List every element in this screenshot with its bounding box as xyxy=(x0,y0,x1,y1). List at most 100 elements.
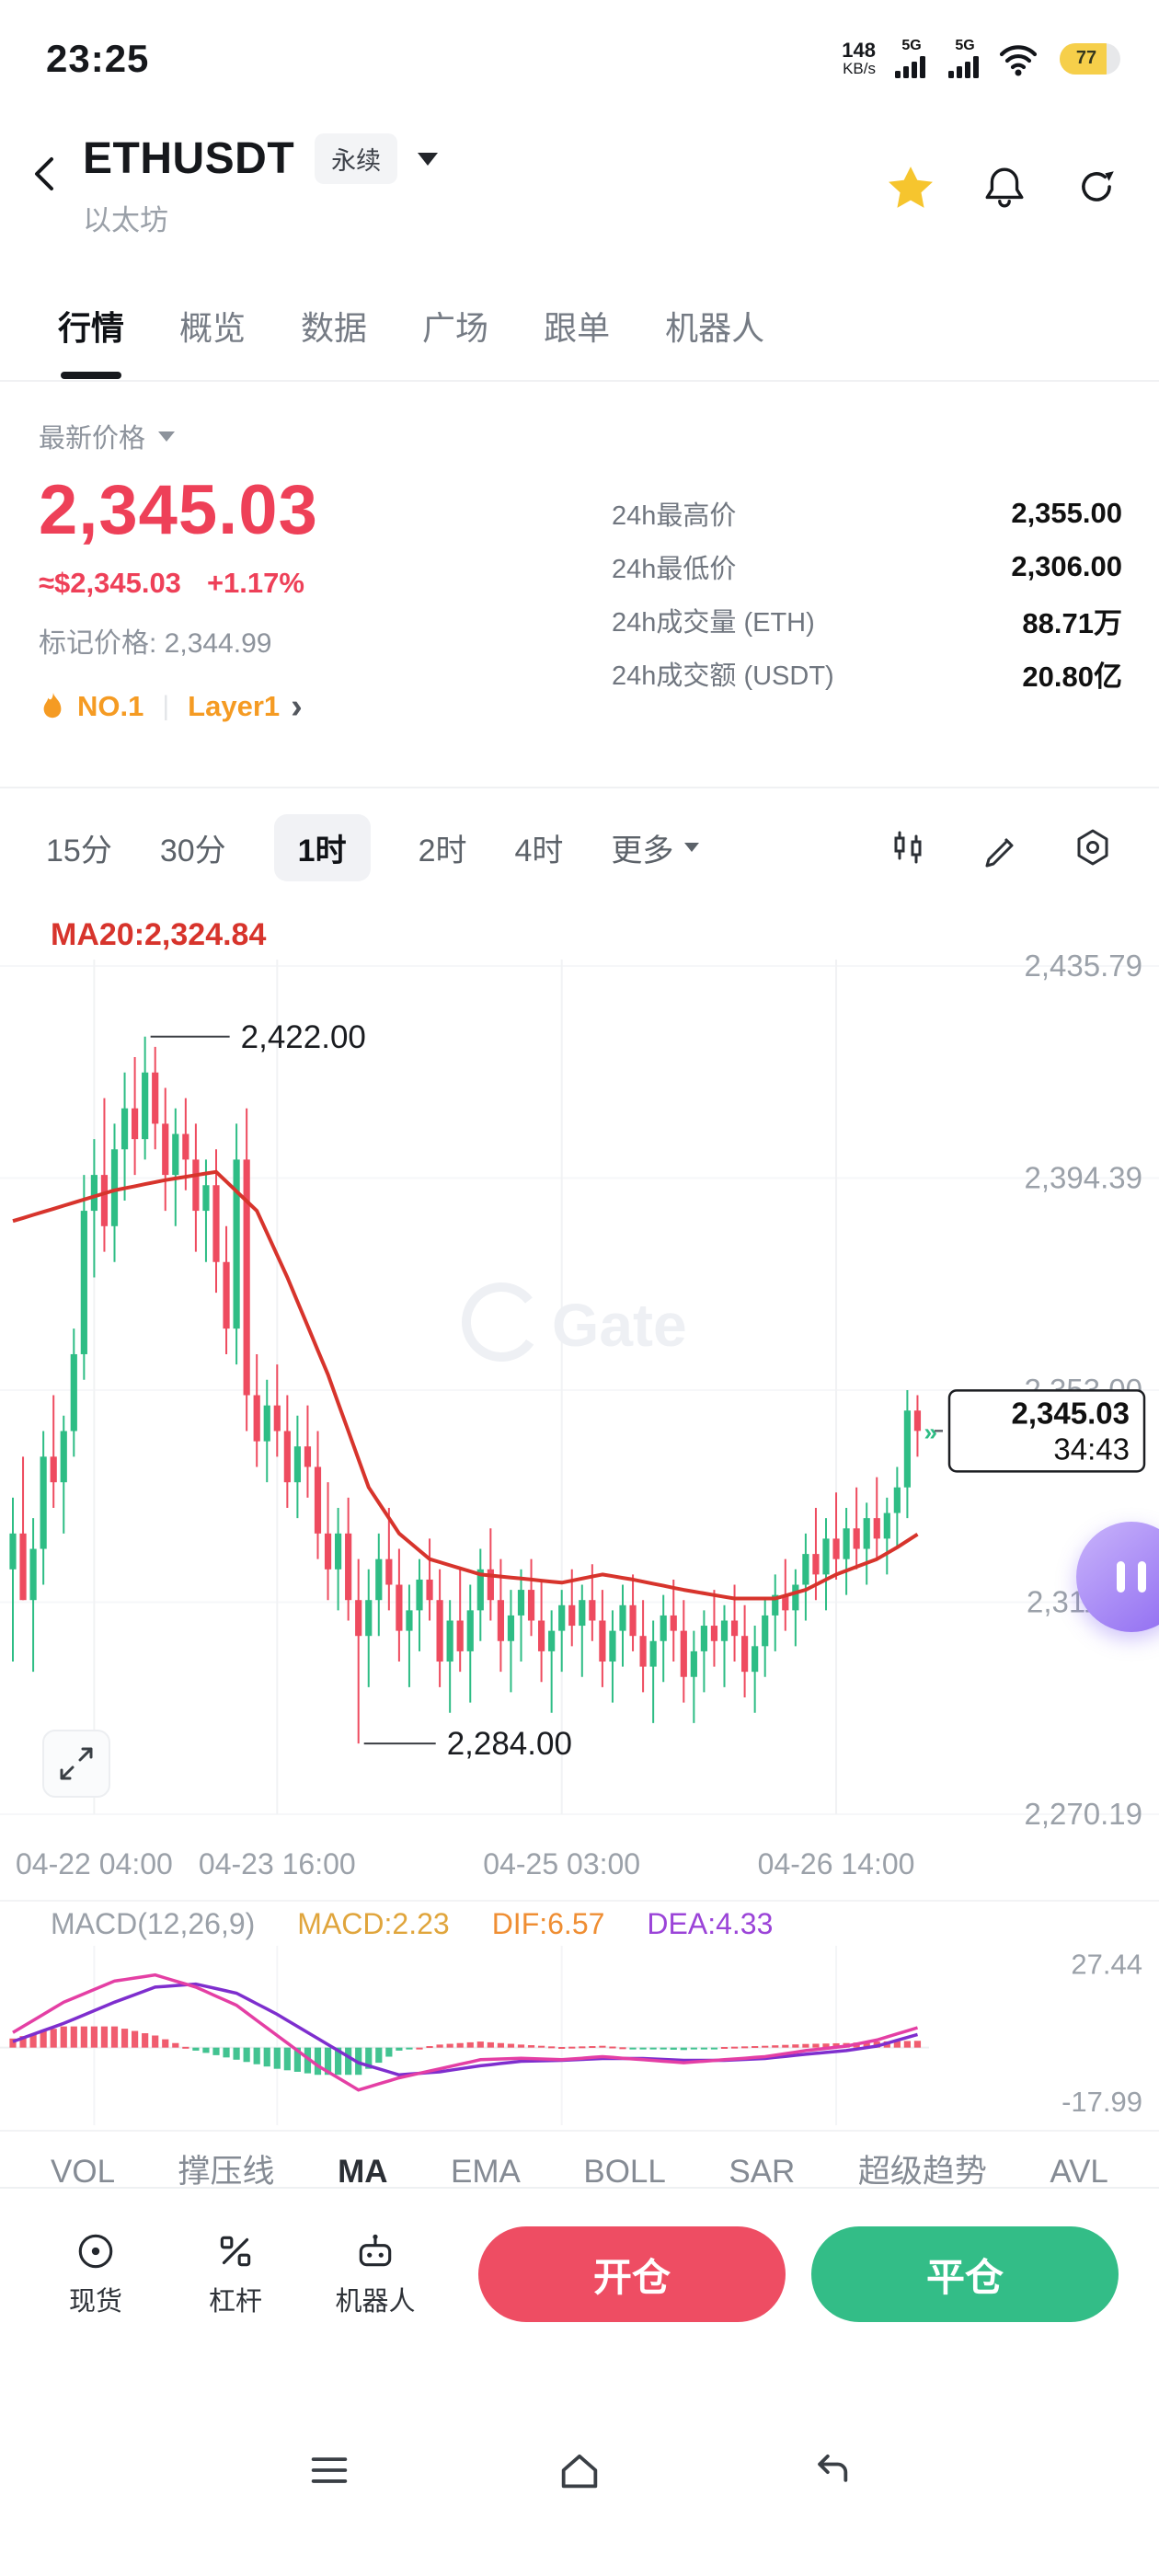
assistant-bubble[interactable] xyxy=(1076,1522,1159,1632)
usd-price: ≈$2,345.03 xyxy=(39,567,181,599)
svg-text:2,435.79: 2,435.79 xyxy=(1025,949,1142,983)
rank-sector-row[interactable]: NO.1 | Layer1 › xyxy=(39,687,612,726)
svg-text:2,284.00: 2,284.00 xyxy=(447,1726,572,1762)
back-nav-button[interactable] xyxy=(806,2448,854,2492)
expand-icon xyxy=(60,1747,93,1780)
tab-overview[interactable]: 概览 xyxy=(179,309,247,347)
chart-settings-icon[interactable] xyxy=(1073,827,1113,868)
signal-icon-sim1: 5G xyxy=(895,38,925,78)
header: ETHUSDT 永续 以太坊 xyxy=(0,106,1159,271)
symbol-title: ETHUSDT xyxy=(83,134,295,183)
svg-text:04-25 03:00: 04-25 03:00 xyxy=(483,1847,640,1880)
svg-text:-17.99: -17.99 xyxy=(1061,2086,1142,2118)
timeframe-1h[interactable]: 1时 xyxy=(273,813,371,881)
network-speed: 148 KB/s xyxy=(842,40,876,77)
last-price: 2,345.03 xyxy=(39,471,318,549)
battery-fill xyxy=(1060,42,1107,75)
fullscreen-button[interactable] xyxy=(42,1730,110,1798)
svg-text:»: » xyxy=(924,1418,936,1445)
price-panel: 最新价格 2,345.03 ≈$2,345.03 +1.17% 标记价格: 2,… xyxy=(0,382,1159,787)
macd-settings-label[interactable]: MACD(12,26,9) xyxy=(51,1906,256,1940)
battery-icon: 77 xyxy=(1060,42,1120,75)
draw-tool-icon[interactable] xyxy=(981,827,1021,868)
change-percent: +1.17% xyxy=(206,567,304,599)
ma-indicator-label: MA20:2,324.84 xyxy=(51,917,266,952)
wifi-icon xyxy=(999,44,1038,75)
price-type-selector[interactable]: 最新价格 xyxy=(39,417,612,455)
dea-line xyxy=(12,1982,918,2077)
macd-histogram xyxy=(9,2026,922,2076)
stat-row-high: 24h最高价 2,355.00 xyxy=(612,497,1122,531)
refresh-icon[interactable] xyxy=(1075,166,1118,208)
svg-text:04-23 16:00: 04-23 16:00 xyxy=(199,1847,356,1880)
indicator-avl[interactable]: AVL xyxy=(1050,2154,1108,2187)
price-dropdown-icon xyxy=(158,431,176,442)
tab-quotes[interactable]: 行情 xyxy=(58,302,124,350)
indicator-boll[interactable]: BOLL xyxy=(583,2154,666,2187)
symbol-title-block[interactable]: ETHUSDT 永续 以太坊 xyxy=(83,133,439,238)
header-actions xyxy=(888,133,1118,209)
menu-button[interactable] xyxy=(305,2448,353,2492)
leverage-button[interactable]: 杠杆 xyxy=(180,2230,291,2318)
stat-row-volume: 24h成交量 (ETH) 88.71万 xyxy=(612,606,1122,639)
bot-button[interactable]: 机器人 xyxy=(320,2230,430,2318)
status-icons: 148 KB/s 5G 5G 77 xyxy=(842,38,1120,80)
svg-text:2,422.00: 2,422.00 xyxy=(241,1019,366,1055)
svg-text:04-26 14:00: 04-26 14:00 xyxy=(758,1847,915,1880)
timeframe-15m[interactable]: 15分 xyxy=(46,833,112,868)
close-position-button[interactable]: 平仓 xyxy=(811,2226,1119,2322)
timeframe-2h[interactable]: 2时 xyxy=(418,833,467,868)
indicator-support-resistance[interactable]: 撑压线 xyxy=(178,2154,275,2187)
candlestick-chart[interactable]: Gate MA20:2,324.84 2,422.00 2,284.00 2,435.7… xyxy=(0,906,1159,1900)
indicator-ema[interactable]: EMA xyxy=(451,2154,521,2187)
system-nav-bar xyxy=(0,2360,1159,2576)
rank-label: NO.1 xyxy=(77,690,144,722)
tab-data[interactable]: 数据 xyxy=(301,309,368,347)
sector-label: Layer1 xyxy=(188,690,281,722)
stat-row-low: 24h最低价 2,306.00 xyxy=(612,550,1122,584)
network-speed-unit: KB/s xyxy=(843,60,876,78)
ma20-line xyxy=(12,1169,919,1601)
svg-text:5G: 5G xyxy=(901,38,921,53)
symbol-dropdown-icon[interactable] xyxy=(418,152,439,166)
back-button[interactable] xyxy=(28,152,64,201)
leverage-icon xyxy=(220,2236,251,2267)
svg-text:27.44: 27.44 xyxy=(1071,1948,1142,1980)
favorite-star-icon[interactable] xyxy=(888,165,934,209)
network-speed-value: 148 xyxy=(842,38,876,62)
open-position-button[interactable]: 开仓 xyxy=(478,2226,786,2322)
spot-button[interactable]: 现货 xyxy=(40,2230,151,2318)
watermark: Gate xyxy=(462,1282,687,1362)
timeframe-more-button[interactable]: 更多 xyxy=(611,825,700,870)
tab-square[interactable]: 广场 xyxy=(422,309,489,347)
symbol-subtitle: 以太坊 xyxy=(83,204,168,236)
chart-style-icon[interactable] xyxy=(889,827,929,868)
bell-icon[interactable] xyxy=(983,165,1026,209)
indicator-vol[interactable]: VOL xyxy=(51,2154,116,2187)
macd-value: MACD:2.23 xyxy=(297,1906,450,1940)
svg-text:5G: 5G xyxy=(955,38,974,53)
signal-icon-sim2: 5G xyxy=(948,38,979,78)
indicator-ma[interactable]: MA xyxy=(338,2154,388,2187)
timeframe-30m[interactable]: 30分 xyxy=(159,833,226,868)
home-button[interactable] xyxy=(556,2448,603,2492)
chevron-right-icon: › xyxy=(291,687,303,726)
trade-action-bar: 现货 杠杆 机器人 开仓 平仓 xyxy=(0,2187,1159,2360)
dif-value: DIF:6.57 xyxy=(491,1906,605,1940)
indicator-sar[interactable]: SAR xyxy=(729,2154,796,2187)
more-dropdown-icon xyxy=(684,843,700,852)
dif-line xyxy=(12,1972,919,2092)
mark-price: 标记价格: 2,344.99 xyxy=(39,628,272,659)
macd-chart[interactable]: 27.44 -17.99 xyxy=(0,1946,1159,2125)
kline-chart-area[interactable]: Gate MA20:2,324.84 2,422.00 2,284.00 2,435.7… xyxy=(0,906,1159,1900)
macd-header: MACD(12,26,9) MACD:2.23 DIF:6.57 DEA:4.3… xyxy=(0,1900,1159,1946)
price-type-label: 最新价格 xyxy=(39,424,146,454)
indicator-supertrend[interactable]: 超级趋势 xyxy=(857,2154,987,2187)
timeframe-toolbar: 15分 30分 1时 2时 4时 更多 xyxy=(0,787,1159,906)
tab-copy-trading[interactable]: 跟单 xyxy=(544,309,611,347)
tab-bots[interactable]: 机器人 xyxy=(665,309,765,347)
back-icon xyxy=(35,157,53,190)
timeframe-4h[interactable]: 4时 xyxy=(514,833,564,868)
clock: 23:25 xyxy=(46,36,150,80)
